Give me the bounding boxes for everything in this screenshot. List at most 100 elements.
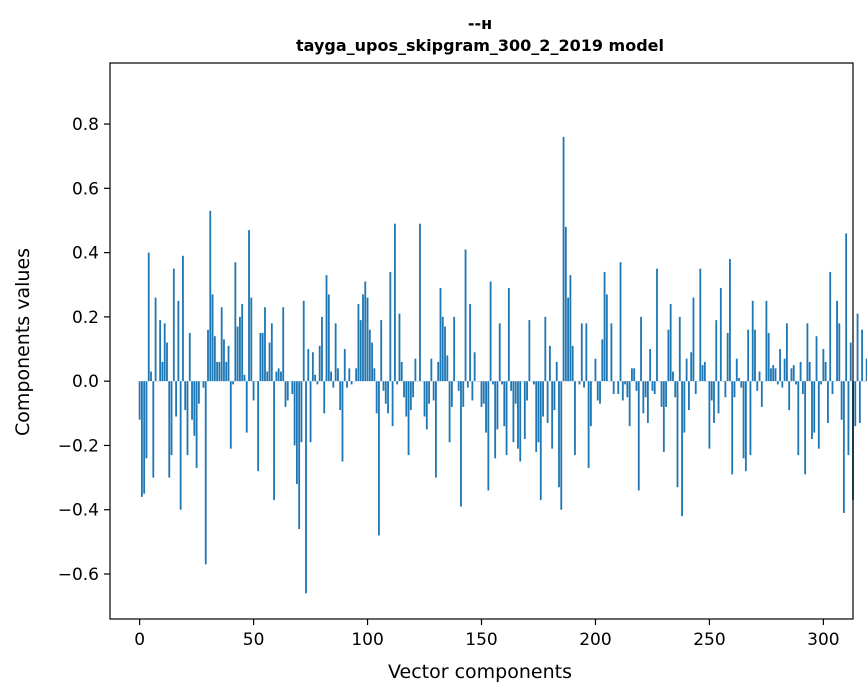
bar-26 [198,381,200,403]
bar-65 [287,381,289,400]
bar-287 [793,365,795,381]
bar-45 [241,304,243,381]
bars-group [139,89,867,594]
bar-240 [686,359,688,381]
bar-111 [392,381,394,426]
bar-254 [718,381,720,413]
bar-91 [346,381,348,387]
bar-201 [597,381,599,400]
bar-299 [820,381,822,384]
bar-81 [323,381,325,413]
bar-41 [232,381,234,384]
bar-260 [731,381,733,474]
x-tick-label-150: 150 [465,630,497,650]
bar-131 [437,362,439,381]
bar-42 [234,262,236,381]
bar-161 [506,381,508,455]
bar-233 [670,304,672,381]
bar-15 [173,269,175,381]
bar-68 [294,381,296,445]
chart-title-line-2: tayga_upos_skipgram_300_2_2019 model [296,36,664,55]
bar-74 [307,349,309,381]
bar-259 [729,259,731,381]
bar-225 [652,381,654,391]
bar-19 [182,256,184,381]
bar-169 [524,381,526,439]
bar-120 [412,381,414,397]
bar-60 [275,372,277,382]
bar-290 [800,362,802,381]
bar-183 [556,362,558,381]
bar-113 [396,381,398,384]
bar-157 [497,381,499,429]
bar-153 [487,381,489,490]
bar-38 [225,362,227,381]
bar-29 [205,381,207,564]
bar-246 [699,269,701,381]
bar-231 [665,381,667,407]
bar-20 [184,381,186,410]
bar-117 [405,381,407,416]
bar-96 [358,304,360,381]
bar-135 [446,355,448,381]
y-tick-label-5: 0.4 [72,244,99,264]
bar-286 [791,368,793,381]
bar-110 [389,272,391,381]
bar-28 [203,381,205,387]
y-tick-label-7: 0.8 [72,115,99,135]
bar-143 [465,249,467,381]
bar-101 [369,330,371,381]
bar-59 [273,381,275,500]
bar-293 [807,323,809,381]
bar-304 [832,381,834,394]
bar-119 [410,381,412,410]
bar-30 [207,330,209,381]
bar-70 [298,381,300,529]
bar-297 [816,336,818,381]
bar-262 [736,359,738,381]
bar-316 [859,381,861,423]
bar-116 [403,381,405,397]
bar-193 [579,381,581,384]
bar-0 [139,381,141,420]
bar-306 [836,301,838,381]
bar-76 [312,352,314,381]
bar-241 [688,381,690,410]
bar-269 [752,301,754,381]
bar-252 [713,381,715,423]
bar-289 [797,381,799,455]
bar-250 [709,381,711,448]
bar-222 [645,381,647,397]
bar-219 [638,381,640,490]
bar-215 [629,381,631,426]
bar-210 [617,381,619,394]
bar-3 [146,381,148,458]
bar-105 [378,381,380,535]
bar-57 [269,343,271,382]
bar-56 [266,372,268,382]
bar-191 [574,381,576,455]
bar-98 [362,294,364,381]
bar-314 [854,381,856,426]
bar-95 [355,368,357,381]
bar-298 [818,381,820,448]
bar-296 [813,381,815,432]
bar-85 [332,381,334,387]
bar-232 [667,330,669,381]
bar-104 [376,381,378,413]
bar-118 [408,381,410,455]
bar-317 [861,330,863,381]
bar-166 [517,381,519,448]
bar-1 [141,381,143,497]
x-tick-label-0: 0 [134,630,145,650]
bar-92 [348,368,350,381]
bar-77 [314,375,316,381]
bar-310 [845,233,847,381]
bar-125 [424,381,426,416]
bar-282 [781,381,783,387]
bar-12 [166,343,168,382]
bar-196 [585,323,587,381]
bar-39 [228,346,230,381]
